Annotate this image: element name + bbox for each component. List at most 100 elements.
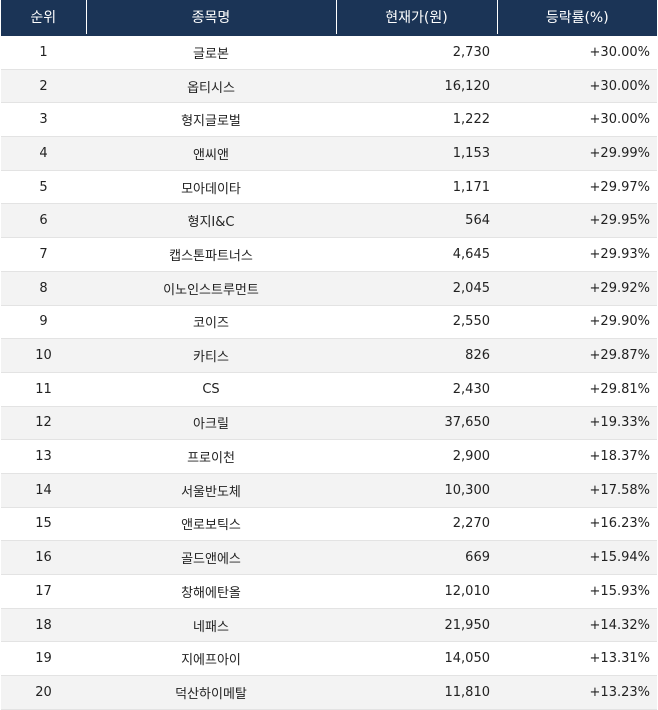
change-cell: +18.37% bbox=[497, 439, 657, 474]
change-cell: +29.97% bbox=[497, 170, 657, 205]
rank-cell: 19 bbox=[1, 641, 86, 677]
table-header: 순위 종목명 현재가(원) 등락률(%) bbox=[1, 0, 657, 36]
change-cell: +15.93% bbox=[497, 574, 657, 609]
rank-cell: 15 bbox=[1, 507, 86, 542]
name-cell: 서울반도체 bbox=[86, 473, 336, 508]
price-cell: 564 bbox=[336, 203, 497, 239]
rank-cell: 4 bbox=[1, 136, 86, 171]
change-cell: +29.92% bbox=[497, 271, 657, 306]
rank-cell: 7 bbox=[1, 237, 86, 272]
change-cell: +14.32% bbox=[497, 608, 657, 643]
change-cell: +29.95% bbox=[497, 203, 657, 239]
name-cell: 글로본 bbox=[86, 35, 336, 70]
rank-cell: 8 bbox=[1, 271, 86, 306]
header-row: 순위 종목명 현재가(원) 등락률(%) bbox=[1, 0, 657, 36]
change-cell: +13.31% bbox=[497, 641, 657, 677]
rank-cell: 2 bbox=[1, 69, 86, 104]
table-row: 14 서울반도체 10,300 +17.58% bbox=[1, 473, 657, 508]
table-row: 9 코이즈 2,550 +29.90% bbox=[1, 305, 657, 340]
price-cell: 1,222 bbox=[336, 102, 497, 138]
price-cell: 4,645 bbox=[336, 237, 497, 272]
name-cell: 지에프아이 bbox=[86, 641, 336, 677]
price-cell: 37,650 bbox=[336, 406, 497, 441]
change-cell: +29.90% bbox=[497, 305, 657, 340]
name-cell: 아크릴 bbox=[86, 406, 336, 441]
change-cell: +29.81% bbox=[497, 372, 657, 407]
rank-cell: 18 bbox=[1, 608, 86, 643]
change-cell: +16.23% bbox=[497, 507, 657, 542]
name-cell: 형지I&C bbox=[86, 203, 336, 239]
name-cell: 네패스 bbox=[86, 608, 336, 643]
name-cell: 형지글로벌 bbox=[86, 102, 336, 138]
table-row: 11 CS 2,430 +29.81% bbox=[1, 372, 657, 407]
name-cell: 카티스 bbox=[86, 338, 336, 373]
rank-cell: 17 bbox=[1, 574, 86, 609]
name-cell: 앤씨앤 bbox=[86, 136, 336, 171]
table-row: 12 아크릴 37,650 +19.33% bbox=[1, 406, 657, 441]
table-row: 15 앤로보틱스 2,270 +16.23% bbox=[1, 507, 657, 542]
table-row: 16 골드앤에스 669 +15.94% bbox=[1, 540, 657, 575]
rank-cell: 13 bbox=[1, 439, 86, 474]
price-cell: 826 bbox=[336, 338, 497, 373]
price-cell: 2,270 bbox=[336, 507, 497, 542]
change-cell: +17.58% bbox=[497, 473, 657, 508]
rank-cell: 6 bbox=[1, 203, 86, 239]
name-cell: 프로이천 bbox=[86, 439, 336, 474]
name-cell: 덕산하이메탈 bbox=[86, 675, 336, 710]
name-cell: CS bbox=[86, 372, 336, 407]
price-cell: 2,730 bbox=[336, 35, 497, 70]
table-row: 1 글로본 2,730 +30.00% bbox=[1, 35, 657, 70]
table-row: 18 네패스 21,950 +14.32% bbox=[1, 608, 657, 643]
table-row: 20 덕산하이메탈 11,810 +13.23% bbox=[1, 675, 657, 710]
name-cell: 캡스톤파트너스 bbox=[86, 237, 336, 272]
rank-cell: 5 bbox=[1, 170, 86, 205]
change-cell: +15.94% bbox=[497, 540, 657, 575]
rank-cell: 20 bbox=[1, 675, 86, 710]
change-cell: +30.00% bbox=[497, 69, 657, 104]
rank-cell: 9 bbox=[1, 305, 86, 340]
header-name: 종목명 bbox=[86, 0, 337, 36]
name-cell: 골드앤에스 bbox=[86, 540, 336, 575]
price-cell: 1,153 bbox=[336, 136, 497, 171]
price-cell: 1,171 bbox=[336, 170, 497, 205]
table-row: 17 창해에탄올 12,010 +15.93% bbox=[1, 574, 657, 609]
table-row: 5 모아데이타 1,171 +29.97% bbox=[1, 170, 657, 205]
price-cell: 2,045 bbox=[336, 271, 497, 306]
price-cell: 16,120 bbox=[336, 69, 497, 104]
price-cell: 2,900 bbox=[336, 439, 497, 474]
name-cell: 앤로보틱스 bbox=[86, 507, 336, 542]
table-body: 1 글로본 2,730 +30.00% 2 옵티시스 16,120 +30.00% 3 형지글로벌… bbox=[1, 35, 657, 710]
change-cell: +30.00% bbox=[497, 35, 657, 70]
header-price: 현재가(원) bbox=[336, 0, 498, 36]
change-cell: +19.33% bbox=[497, 406, 657, 441]
table-row: 3 형지글로벌 1,222 +30.00% bbox=[1, 102, 657, 138]
change-cell: +13.23% bbox=[497, 675, 657, 710]
table-row: 2 옵티시스 16,120 +30.00% bbox=[1, 69, 657, 104]
name-cell: 코이즈 bbox=[86, 305, 336, 340]
change-cell: +29.93% bbox=[497, 237, 657, 272]
rank-cell: 16 bbox=[1, 540, 86, 575]
price-cell: 2,550 bbox=[336, 305, 497, 340]
name-cell: 모아데이타 bbox=[86, 170, 336, 205]
price-cell: 669 bbox=[336, 540, 497, 575]
change-cell: +29.99% bbox=[497, 136, 657, 171]
rank-cell: 14 bbox=[1, 473, 86, 508]
header-change: 등락률(%) bbox=[497, 0, 657, 36]
table-row: 10 카티스 826 +29.87% bbox=[1, 338, 657, 373]
price-cell: 12,010 bbox=[336, 574, 497, 609]
rank-cell: 12 bbox=[1, 406, 86, 441]
rank-cell: 1 bbox=[1, 35, 86, 70]
name-cell: 이노인스트루먼트 bbox=[86, 271, 336, 306]
price-cell: 21,950 bbox=[336, 608, 497, 643]
change-cell: +29.87% bbox=[497, 338, 657, 373]
table-row: 13 프로이천 2,900 +18.37% bbox=[1, 439, 657, 474]
rank-cell: 10 bbox=[1, 338, 86, 373]
price-cell: 2,430 bbox=[336, 372, 497, 407]
name-cell: 창해에탄올 bbox=[86, 574, 336, 609]
rank-cell: 11 bbox=[1, 372, 86, 407]
table-row: 4 앤씨앤 1,153 +29.99% bbox=[1, 136, 657, 171]
name-cell: 옵티시스 bbox=[86, 69, 336, 104]
change-cell: +30.00% bbox=[497, 102, 657, 138]
table-row: 19 지에프아이 14,050 +13.31% bbox=[1, 641, 657, 677]
